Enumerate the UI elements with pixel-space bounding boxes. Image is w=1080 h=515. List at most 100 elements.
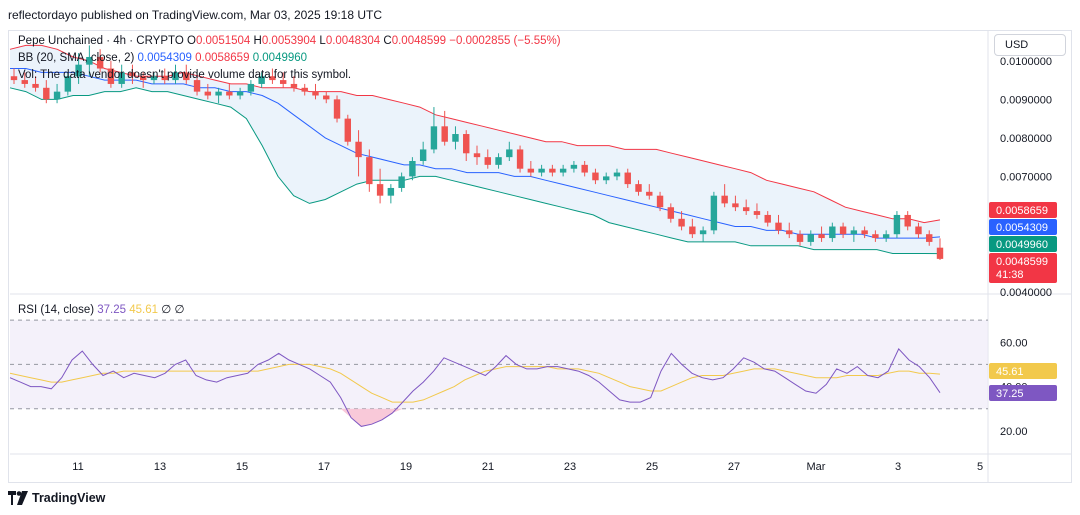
candle-body: [43, 87, 50, 100]
bb-label[interactable]: BB (20, SMA, close, 2): [18, 52, 135, 64]
price-axis-label: 0.0040000: [1000, 287, 1052, 299]
close-label: C: [383, 35, 392, 47]
candle-body: [915, 226, 922, 235]
rsi-label[interactable]: RSI (14, close): [18, 304, 95, 316]
rsi-legend: RSI (14, close) 37.25 45.61 ∅ ∅: [18, 302, 185, 316]
candle: [172, 64, 179, 84]
candle: [10, 68, 18, 84]
chart-frame[interactable]: [8, 30, 1072, 483]
candle-body: [387, 187, 395, 196]
rsi-ma-tag-text: 45.61: [996, 366, 1024, 378]
candle: [258, 72, 265, 88]
candle: [764, 211, 771, 227]
candle-body: [32, 83, 39, 88]
candle: [484, 149, 491, 169]
candle-body: [376, 184, 384, 196]
candle: [753, 203, 761, 219]
candle-body: [549, 168, 556, 173]
high-label: H: [253, 35, 262, 47]
candle-body: [86, 56, 93, 65]
time-axis-label: 13: [154, 461, 166, 473]
open-value: 0.0051504: [195, 35, 251, 47]
time-axis-label: 25: [646, 461, 658, 473]
tradingview-footer[interactable]: TradingView: [8, 488, 105, 508]
candle-body: [829, 226, 836, 239]
candle: [452, 126, 459, 150]
rsi-divergence-2: ∅: [174, 304, 185, 316]
time-axis-label: 23: [564, 461, 576, 473]
bb-basis-value: 0.0054309: [137, 52, 192, 64]
rsi-value: 37.25: [97, 304, 127, 316]
candle: [301, 83, 308, 96]
bb-fill-area: [10, 45, 940, 254]
candle: [323, 91, 330, 104]
candle-body: [839, 226, 847, 235]
time-axis-label: 21: [482, 461, 494, 473]
candle-body: [64, 76, 72, 92]
candle-body: [107, 68, 115, 84]
candle-body: [559, 168, 567, 173]
candle-body: [290, 83, 298, 88]
basis-tag-bg: [989, 219, 1057, 235]
candle-body: [10, 76, 18, 81]
candle: [732, 195, 739, 212]
candle-body: [603, 176, 610, 181]
candle-body: [581, 164, 588, 173]
candle: [355, 130, 362, 177]
candle: [376, 168, 384, 204]
open-label: O: [186, 35, 196, 47]
candle: [226, 83, 233, 100]
candle-body: [570, 164, 578, 169]
candle-body: [344, 118, 351, 142]
candle-body: [355, 141, 362, 158]
last-price-tag-bg: [989, 253, 1057, 283]
candle-body: [333, 99, 341, 119]
time-axis-label: 27: [728, 461, 740, 473]
rsi-ma-tag: 45.61: [989, 363, 1057, 379]
candle: [53, 83, 61, 104]
upper-band-tag: 0.0058659: [989, 202, 1057, 218]
candle: [269, 68, 276, 84]
candle-body: [667, 207, 675, 219]
candle: [43, 80, 50, 104]
candle: [656, 191, 664, 212]
candle-body: [183, 72, 190, 81]
candle: [818, 226, 825, 242]
candle: [506, 141, 513, 161]
time-axis-label: 19: [400, 461, 412, 473]
candle-body: [635, 184, 642, 192]
bb-lower-value: 0.0049960: [252, 52, 308, 64]
currency-button[interactable]: USD: [994, 34, 1066, 56]
tradingview-logo-icon: [8, 491, 28, 505]
price-axis-label: 0.0090000: [1000, 94, 1052, 106]
candle: [829, 222, 836, 242]
candle-body: [742, 207, 750, 212]
countdown-text: 41:38: [996, 269, 1024, 281]
candle-body: [495, 157, 502, 165]
candle: [86, 45, 93, 77]
close-value: 0.0048599: [391, 35, 447, 47]
candle-body: [699, 230, 707, 235]
candle: [441, 110, 448, 146]
candle: [549, 164, 556, 177]
upper-band-tag-bg: [989, 202, 1057, 218]
lower-band-tag-bg: [989, 236, 1057, 252]
candle: [839, 222, 847, 239]
candle-body: [786, 230, 793, 235]
candle: [333, 95, 341, 123]
candle: [204, 83, 212, 100]
symbol-name[interactable]: Pepe Unchained · 4h · CRYPTO: [18, 35, 184, 47]
candle: [387, 184, 395, 204]
candle-body: [236, 91, 244, 96]
candle: [699, 226, 707, 242]
candle-body: [204, 91, 212, 96]
candle: [635, 180, 642, 196]
candle: [775, 214, 782, 235]
candle: [215, 87, 222, 104]
price-axis-label: 0.0070000: [1000, 171, 1052, 183]
candle-body: [150, 76, 158, 81]
candle-body: [872, 234, 879, 239]
candle: [344, 114, 351, 146]
rsi-value-tag: 37.25: [989, 385, 1057, 401]
